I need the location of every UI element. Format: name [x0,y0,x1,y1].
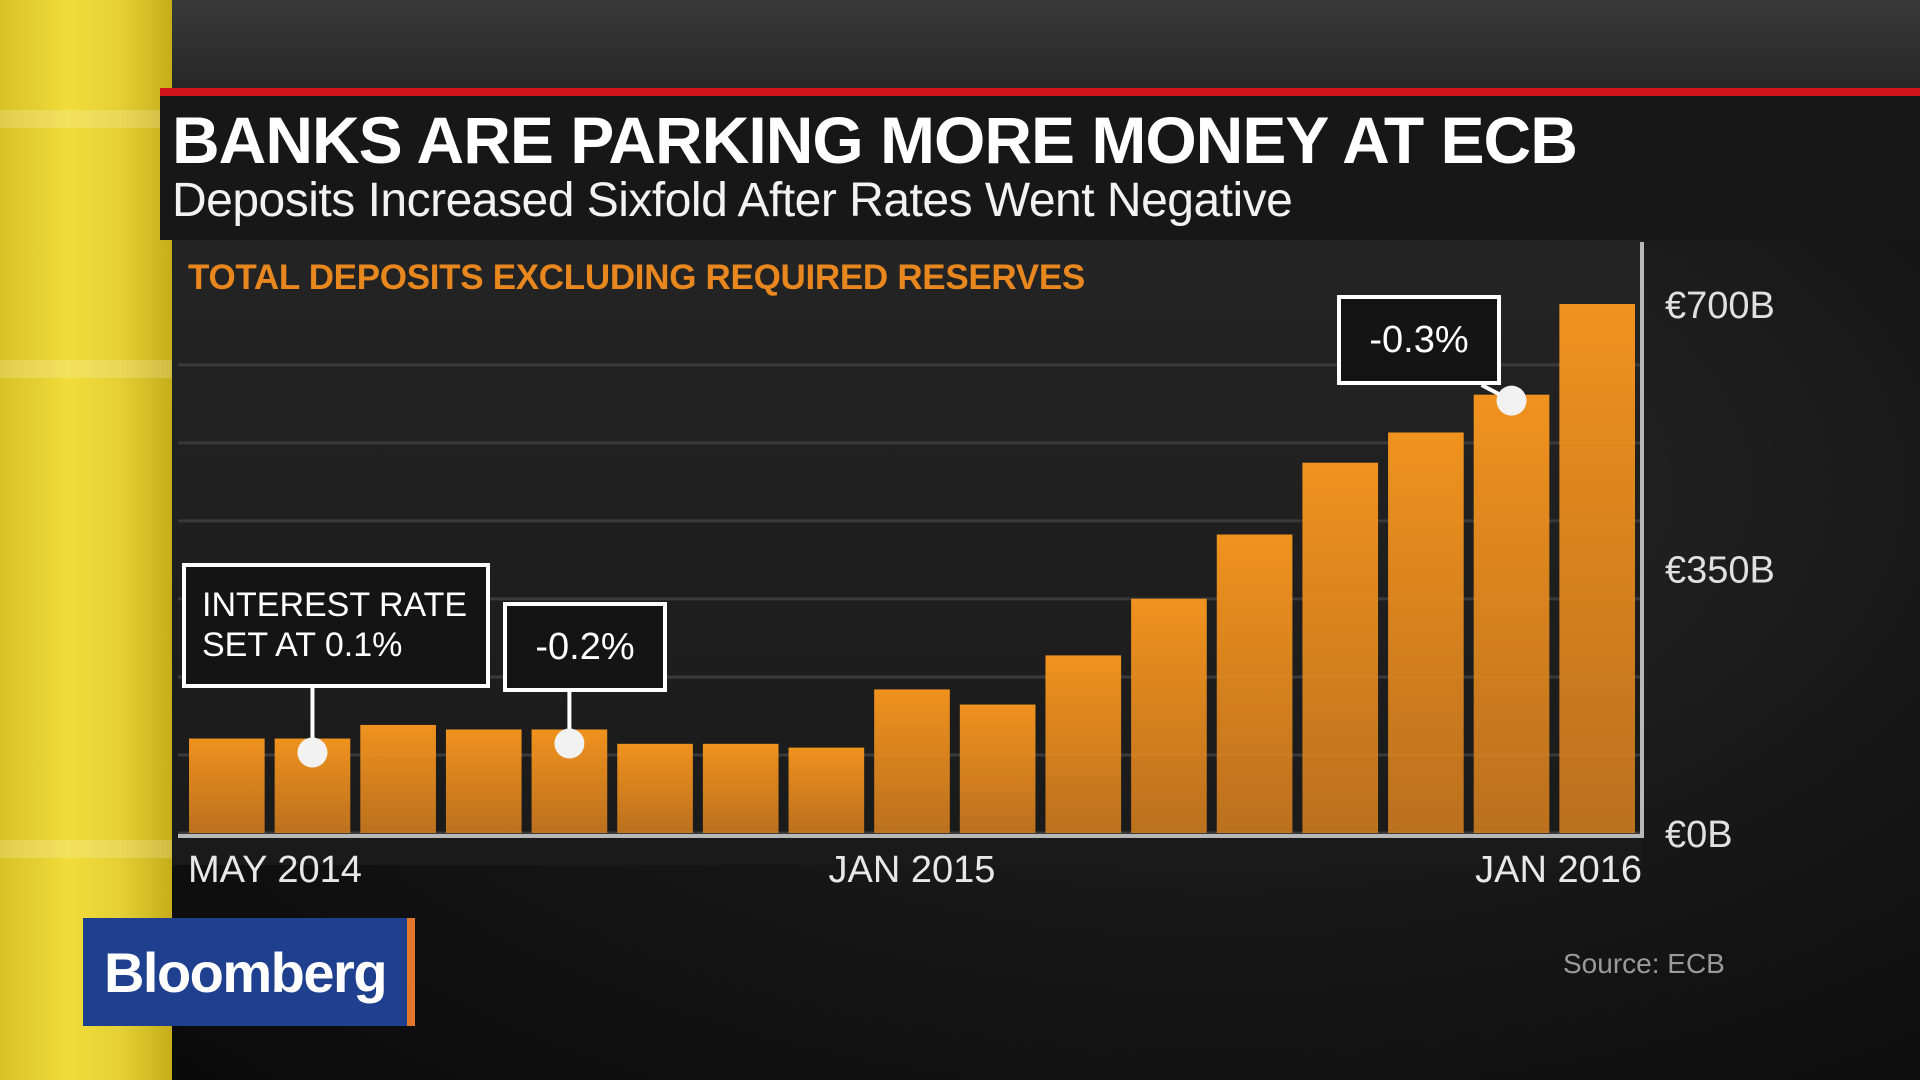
bloomberg-logo: Bloomberg [83,918,415,1026]
bar [1473,394,1550,833]
y-tick-label: €350B [1665,550,1775,592]
x-tick-label: MAY 2014 [188,849,362,891]
bar [788,747,865,833]
annotation-marker [554,728,585,759]
bar [1559,304,1635,833]
chart-title: TOTAL DEPOSITS EXCLUDING REQUIRED RESERV… [188,258,1085,297]
bar [1388,432,1464,833]
y-tick-label: €0B [1665,814,1733,856]
x-tick-label: JAN 2015 [829,849,996,891]
annotation-rate-minus-0-2: -0.2% [503,602,667,692]
bar [874,689,950,833]
bar [445,729,522,833]
annotation-marker [297,737,328,768]
annotation-marker [1496,385,1527,416]
top-backdrop [172,0,1920,92]
bar [1045,655,1122,833]
x-tick-label: JAN 2016 [1475,849,1642,891]
annotation-line: INTEREST RATE [202,586,468,624]
bar [617,743,693,833]
headline: BANKS ARE PARKING MORE MONEY AT ECB [172,103,1578,177]
bar [702,743,779,833]
annotation-rate-minus-0-3: -0.3% [1337,295,1501,385]
header-band [160,88,1920,240]
bar [189,738,265,833]
annotation-interest-rate: INTEREST RATE SET AT 0.1% [182,563,490,688]
y-tick-label: €700B [1665,285,1775,327]
bar [1131,598,1207,833]
bar [959,704,1036,833]
annotation-line: SET AT 0.1% [202,626,403,664]
bar [1302,462,1379,833]
studio-background-left [0,0,172,1080]
bar [360,724,436,833]
source-note: Source: ECB [1563,948,1725,979]
bar [1216,534,1293,833]
subheadline: Deposits Increased Sixfold After Rates W… [172,174,1293,227]
